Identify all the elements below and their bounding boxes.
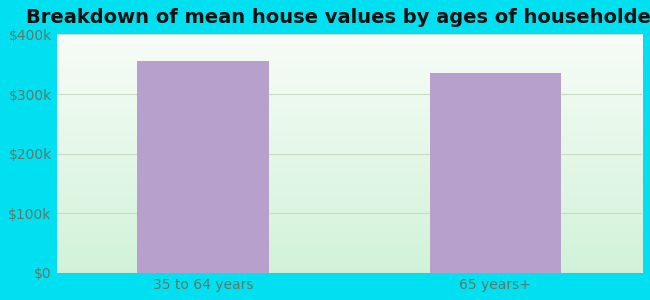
Bar [137,61,268,273]
Bar [430,73,561,273]
Title: Breakdown of mean house values by ages of householders: Breakdown of mean house values by ages o… [26,8,650,27]
